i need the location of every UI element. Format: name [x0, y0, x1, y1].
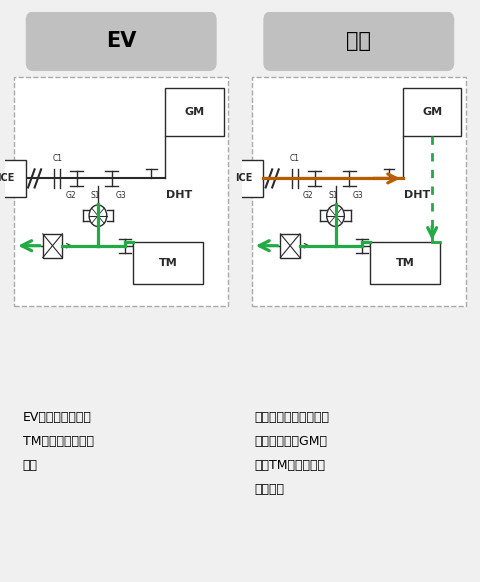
Text: EV工作模式下，由
TM电机直接驱动车
轮。: EV工作模式下，由 TM电机直接驱动车 轮。 — [23, 411, 94, 472]
Text: G3: G3 — [115, 191, 126, 200]
Text: EV: EV — [106, 31, 136, 51]
FancyBboxPatch shape — [371, 242, 440, 285]
Text: G2: G2 — [65, 191, 76, 200]
FancyBboxPatch shape — [403, 88, 461, 136]
Text: GM: GM — [184, 107, 204, 117]
Text: ICE: ICE — [0, 173, 15, 183]
Text: G2: G2 — [303, 191, 313, 200]
Bar — [43, 234, 62, 258]
Text: GM: GM — [422, 107, 442, 117]
FancyBboxPatch shape — [133, 242, 203, 285]
Text: G1: G1 — [281, 252, 292, 261]
Text: DHT: DHT — [166, 190, 192, 200]
FancyBboxPatch shape — [264, 12, 454, 71]
FancyBboxPatch shape — [0, 160, 26, 197]
Text: G1: G1 — [44, 252, 54, 261]
Bar — [280, 234, 300, 258]
FancyBboxPatch shape — [252, 77, 466, 306]
Text: S1: S1 — [328, 191, 338, 200]
Text: TM: TM — [158, 258, 177, 268]
FancyBboxPatch shape — [14, 77, 228, 306]
Text: ICE: ICE — [235, 173, 252, 183]
Text: G3: G3 — [353, 191, 364, 200]
Text: DHT: DHT — [404, 190, 430, 200]
Text: 适用于市区行驶工况，
由发动机驱动GM发
电，TM电机直接驱
动车轮。: 适用于市区行驶工况， 由发动机驱动GM发 电，TM电机直接驱 动车轮。 — [254, 411, 329, 496]
FancyBboxPatch shape — [26, 12, 216, 71]
Text: C1: C1 — [52, 154, 62, 163]
Text: C1: C1 — [290, 154, 300, 163]
FancyBboxPatch shape — [224, 160, 264, 197]
FancyBboxPatch shape — [166, 88, 224, 136]
Text: 串联: 串联 — [346, 31, 372, 51]
Text: TM: TM — [396, 258, 415, 268]
Text: S1: S1 — [91, 191, 100, 200]
